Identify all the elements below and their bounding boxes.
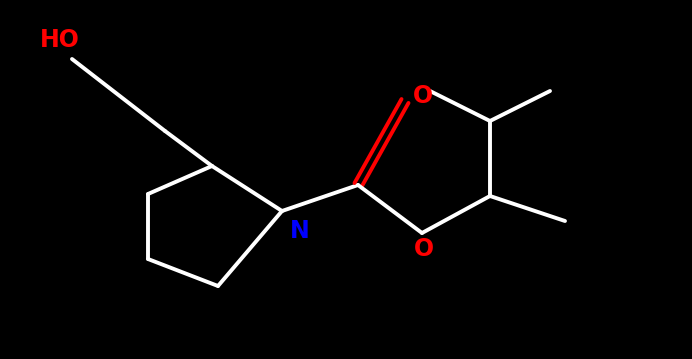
Text: HO: HO <box>40 28 80 52</box>
Text: O: O <box>414 237 434 261</box>
Text: O: O <box>413 84 433 108</box>
Text: N: N <box>290 219 310 243</box>
